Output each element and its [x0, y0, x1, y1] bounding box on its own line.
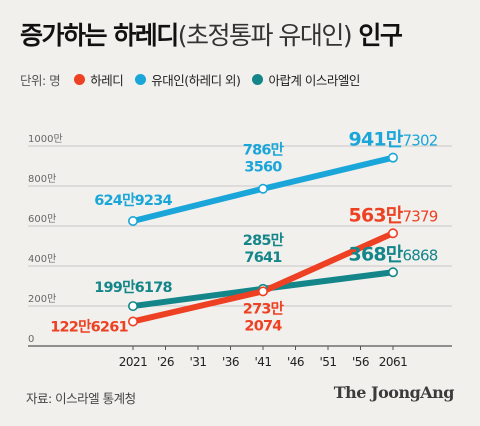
- legend-item-haredi: 하레디: [74, 70, 124, 89]
- legend-item-arab: 아랍계 이스라엘인: [252, 70, 360, 89]
- data-label: 199만6178: [94, 279, 172, 296]
- legend-label-arab: 아랍계 이스라엘인: [268, 73, 360, 88]
- data-label: 3560: [244, 160, 282, 176]
- x-tick-label: 2061: [379, 355, 408, 369]
- data-label: 2074: [244, 318, 282, 334]
- data-label: 368만6868: [349, 243, 438, 265]
- legend: 단위: 명 하레디 유대인(하레디 외) 아랍계 이스라엘인: [20, 70, 372, 89]
- x-tick-label: '41: [254, 355, 271, 369]
- unit-label: 단위: 명: [20, 73, 61, 88]
- series-point: [387, 152, 398, 163]
- x-tick-label: '36: [222, 355, 239, 369]
- title-main: 증가하는 하레디: [20, 21, 179, 50]
- x-tick-label: '51: [319, 355, 336, 369]
- data-label: 563만7379: [349, 204, 438, 226]
- data-label: 285만: [243, 232, 285, 249]
- y-tick-label: 1000만: [28, 133, 63, 145]
- legend-label-haredi: 하레디: [90, 73, 124, 88]
- series-point: [128, 316, 139, 327]
- x-tick-label: '26: [157, 355, 174, 369]
- x-tick-label: '31: [189, 355, 206, 369]
- series-point: [257, 286, 268, 297]
- legend-item-jewish: 유대인(하레디 외): [135, 70, 241, 89]
- series-point: [257, 183, 268, 194]
- legend-label-jewish: 유대인(하레디 외): [151, 73, 241, 88]
- data-label: 7641: [244, 250, 282, 266]
- title-suffix: 인구: [351, 21, 403, 50]
- data-label: 273만: [243, 300, 285, 317]
- title-paren: (초정통파 유대인): [177, 21, 353, 50]
- legend-dot-haredi: [74, 74, 86, 85]
- series-point: [128, 301, 139, 312]
- brand-logo: The JoongAng: [333, 383, 455, 402]
- source-note: 자료: 이스라엘 통계청: [26, 391, 136, 406]
- y-tick-label: 0: [28, 334, 34, 345]
- legend-dot-jewish: [135, 74, 147, 85]
- x-tick-label: '46: [287, 355, 304, 369]
- legend-dot-arab: [252, 74, 264, 85]
- series-point: [387, 267, 398, 278]
- y-tick-label: 800만: [28, 173, 56, 185]
- data-label: 624만9234: [94, 192, 172, 209]
- data-label: 122만6261: [50, 318, 128, 335]
- data-label: 941만7302: [349, 129, 438, 151]
- series-point: [387, 228, 398, 239]
- data-label: 786만: [243, 142, 285, 159]
- x-tick-label: '56: [352, 355, 369, 369]
- series-point: [128, 216, 139, 227]
- x-tick-label: 2021: [119, 355, 148, 369]
- y-tick-label: 200만: [28, 293, 56, 305]
- y-tick-label: 400만: [28, 253, 56, 265]
- y-tick-label: 600만: [28, 213, 56, 225]
- chart-title: 증가하는 하레디(초정통파 유대인) 인구: [20, 16, 403, 52]
